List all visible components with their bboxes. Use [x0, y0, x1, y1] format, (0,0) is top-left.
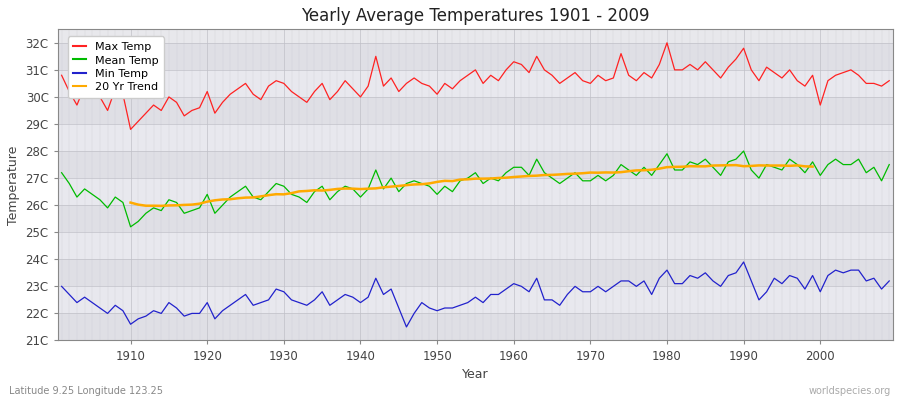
Bar	[58, 286, 893, 314]
Text: worldspecies.org: worldspecies.org	[809, 386, 891, 396]
Bar	[58, 205, 893, 232]
Bar	[58, 124, 893, 151]
Bar	[58, 259, 893, 286]
Bar	[58, 70, 893, 97]
Title: Yearly Average Temperatures 1901 - 2009: Yearly Average Temperatures 1901 - 2009	[302, 7, 650, 25]
Bar	[58, 97, 893, 124]
Bar	[58, 43, 893, 70]
Text: Latitude 9.25 Longitude 123.25: Latitude 9.25 Longitude 123.25	[9, 386, 163, 396]
Bar	[58, 232, 893, 259]
X-axis label: Year: Year	[462, 368, 489, 381]
Bar	[58, 314, 893, 340]
Bar	[58, 178, 893, 205]
Bar	[58, 151, 893, 178]
Legend: Max Temp, Mean Temp, Min Temp, 20 Yr Trend: Max Temp, Mean Temp, Min Temp, 20 Yr Tre…	[68, 36, 165, 98]
Y-axis label: Temperature: Temperature	[7, 145, 20, 224]
